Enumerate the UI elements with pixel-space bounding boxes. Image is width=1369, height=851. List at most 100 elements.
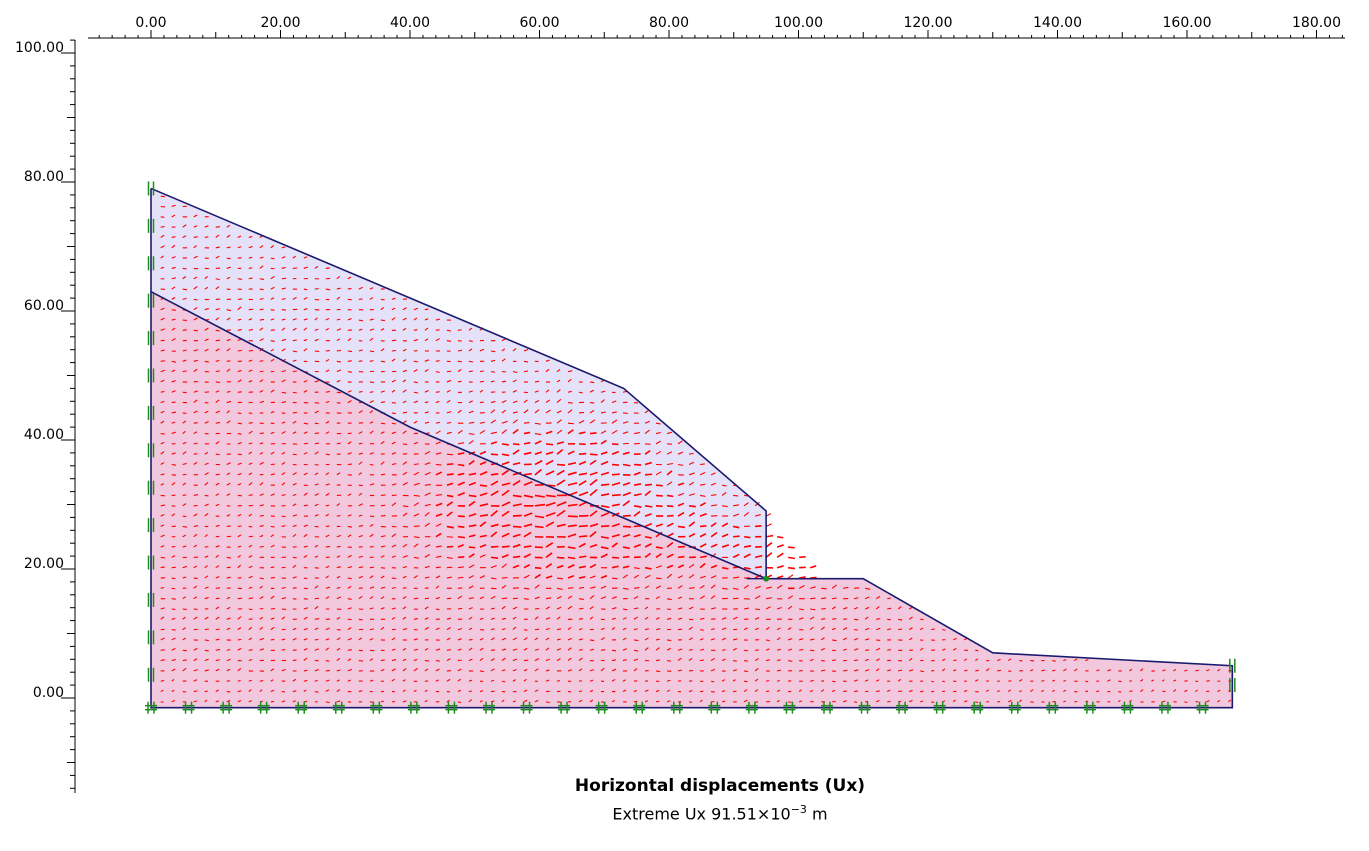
displacement-arrow	[171, 327, 176, 331]
displacement-arrow	[160, 360, 166, 362]
displacement-arrow	[182, 276, 187, 280]
displacement-arrow	[755, 608, 761, 611]
displacement-arrow	[435, 360, 440, 362]
displacement-arrow	[402, 348, 407, 352]
displacement-arrow	[733, 576, 740, 579]
displacement-arrow	[545, 701, 550, 704]
displacement-arrow	[479, 514, 488, 517]
displacement-arrow	[501, 576, 508, 579]
displacement-arrow	[567, 657, 572, 662]
displacement-arrow	[611, 450, 620, 455]
displacement-arrow	[413, 463, 419, 466]
displacement-arrow	[479, 637, 484, 641]
displacement-arrow	[270, 595, 275, 600]
displacement-arrow	[622, 533, 631, 538]
displacement-arrow	[722, 587, 728, 590]
displacement-arrow	[369, 658, 374, 662]
displacement-arrow	[534, 525, 544, 529]
displacement-arrow	[997, 690, 1000, 693]
displacement-arrow	[347, 493, 352, 496]
displacement-arrow	[325, 586, 331, 589]
displacement-arrow	[446, 501, 454, 507]
displacement-arrow	[303, 318, 308, 321]
displacement-arrow	[501, 637, 507, 641]
displacement-arrow	[446, 617, 452, 620]
displacement-arrow	[358, 492, 363, 496]
displacement-arrow	[215, 576, 220, 579]
displacement-arrow	[237, 412, 242, 415]
displacement-arrow	[259, 648, 264, 651]
displacement-arrow	[754, 585, 761, 589]
displacement-arrow	[160, 513, 165, 517]
displacement-arrow	[512, 471, 522, 476]
displacement-arrow	[512, 428, 519, 435]
displacement-arrow	[281, 391, 287, 394]
displacement-arrow	[248, 245, 253, 249]
displacement-arrow	[1008, 658, 1012, 662]
bottom-fixity-marker	[820, 701, 833, 714]
left-fixity-marker	[147, 480, 155, 495]
displacement-arrow	[270, 348, 275, 352]
displacement-arrow	[193, 679, 198, 682]
displacement-arrow	[204, 276, 208, 280]
left-fixity-marker	[147, 443, 155, 458]
displacement-arrow	[281, 318, 286, 321]
displacement-arrow	[600, 411, 606, 414]
displacement-arrow	[314, 442, 319, 445]
toe-node-marker	[763, 575, 770, 582]
displacement-arrow	[270, 275, 275, 280]
displacement-arrow	[160, 483, 165, 486]
displacement-arrow	[743, 584, 750, 589]
displacement-arrow	[490, 409, 496, 414]
displacement-arrow	[710, 680, 715, 683]
displacement-arrow	[347, 390, 352, 393]
displacement-arrow	[281, 616, 286, 620]
displacement-arrow	[710, 668, 716, 672]
displacement-arrow	[523, 360, 529, 363]
displacement-arrow	[435, 627, 440, 631]
displacement-arrow	[810, 679, 814, 682]
displacement-arrow	[721, 617, 727, 620]
displacement-arrow	[611, 607, 617, 610]
displacement-arrow	[182, 288, 188, 291]
displacement-arrow	[325, 689, 330, 693]
displacement-arrow	[743, 566, 751, 570]
displacement-arrow	[226, 699, 231, 703]
displacement-arrow	[589, 389, 594, 393]
displacement-arrow	[281, 348, 286, 352]
displacement-arrow	[479, 389, 484, 393]
bottom-fixity-marker	[482, 701, 495, 714]
displacement-arrow	[303, 296, 308, 300]
displacement-arrow	[358, 390, 363, 393]
displacement-arrow	[292, 350, 298, 353]
bottom-fixity-marker	[1158, 701, 1171, 714]
displacement-arrow	[303, 442, 308, 445]
displacement-arrow	[204, 462, 209, 466]
displacement-arrow	[336, 669, 341, 672]
displacement-arrow	[490, 628, 495, 631]
displacement-arrow	[347, 637, 352, 641]
displacement-arrow	[798, 617, 804, 620]
displacement-arrow	[776, 606, 782, 610]
displacement-arrow	[501, 699, 505, 703]
displacement-arrow	[512, 371, 518, 373]
x-tick-label: 40.00	[390, 15, 430, 31]
displacement-arrow	[237, 306, 242, 311]
displacement-arrow	[391, 422, 396, 425]
displacement-arrow	[644, 504, 653, 508]
displacement-arrow	[182, 235, 187, 238]
displacement-arrow	[512, 700, 516, 703]
displacement-arrow	[721, 658, 726, 662]
displacement-arrow	[677, 492, 685, 496]
displacement-arrow	[303, 555, 308, 558]
displacement-arrow	[237, 616, 242, 620]
displacement-arrow	[876, 690, 880, 693]
displacement-arrow	[457, 535, 466, 539]
displacement-arrow	[292, 678, 297, 682]
displacement-arrow	[457, 566, 464, 569]
displacement-arrow	[666, 494, 674, 498]
displacement-arrow	[964, 689, 968, 693]
displacement-arrow	[788, 566, 795, 570]
displacement-arrow	[567, 637, 572, 641]
displacement-arrow	[182, 370, 187, 373]
